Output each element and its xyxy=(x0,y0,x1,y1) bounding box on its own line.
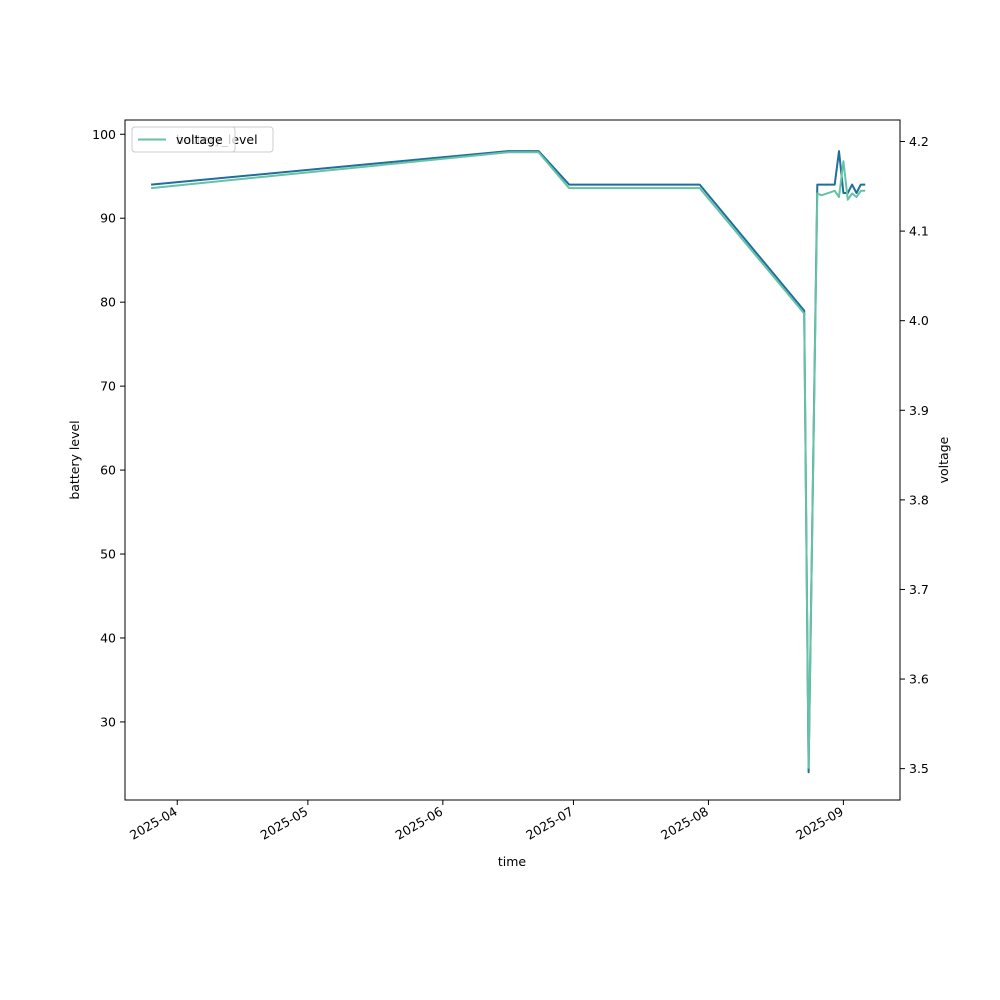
series-line-battery-level xyxy=(151,150,866,774)
y-right-tick-label: 3.7 xyxy=(909,582,929,597)
y-right-tick-label: 4.0 xyxy=(909,313,929,328)
x-axis: 2025-04 2025-05 2025-06 2025-07 2025-08 2025-… xyxy=(127,800,846,843)
y-right-axis-label: voltage xyxy=(936,436,951,483)
plot-frame xyxy=(124,119,901,801)
legend-label-voltage: voltage xyxy=(176,132,223,147)
y-right-tick-label: 3.5 xyxy=(909,761,929,776)
y-right-tick-label: 3.6 xyxy=(909,672,929,687)
x-tick-label: 2025-09 xyxy=(793,804,846,843)
y-left-tick-label: 100 xyxy=(92,127,116,142)
y-left-tick-label: 70 xyxy=(100,379,116,394)
x-tick-label: 2025-04 xyxy=(127,804,180,843)
x-tick-label: 2025-06 xyxy=(393,804,446,843)
y-left-tick-label: 60 xyxy=(100,463,116,478)
y-right-tick-label: 4.2 xyxy=(909,134,929,149)
y-left-axis-label: battery level xyxy=(67,420,82,499)
x-tick-label: 2025-05 xyxy=(258,804,311,843)
series-line-voltage xyxy=(151,151,866,769)
legend: battery_level voltage xyxy=(131,126,274,153)
x-tick-label: 2025-07 xyxy=(523,804,576,843)
series-layer xyxy=(151,150,866,774)
y-right-tick-label: 3.9 xyxy=(909,403,929,418)
legend-box-overlay xyxy=(131,126,236,153)
y-right-tick-label: 4.1 xyxy=(909,224,929,239)
y-left-tick-label: 40 xyxy=(100,630,116,645)
y-right-axis: 3.5 3.6 3.7 3.8 3.9 4.0 4.1 4.2 xyxy=(900,134,929,776)
y-right-tick-label: 3.8 xyxy=(909,492,929,507)
x-tick-label: 2025-08 xyxy=(658,804,711,843)
y-left-tick-label: 30 xyxy=(100,714,116,729)
y-left-tick-label: 90 xyxy=(100,211,116,226)
y-left-axis: 30 40 50 60 70 80 90 100 xyxy=(92,127,125,729)
y-left-tick-label: 80 xyxy=(100,295,116,310)
x-axis-label: time xyxy=(498,854,527,869)
y-left-tick-label: 50 xyxy=(100,547,116,562)
